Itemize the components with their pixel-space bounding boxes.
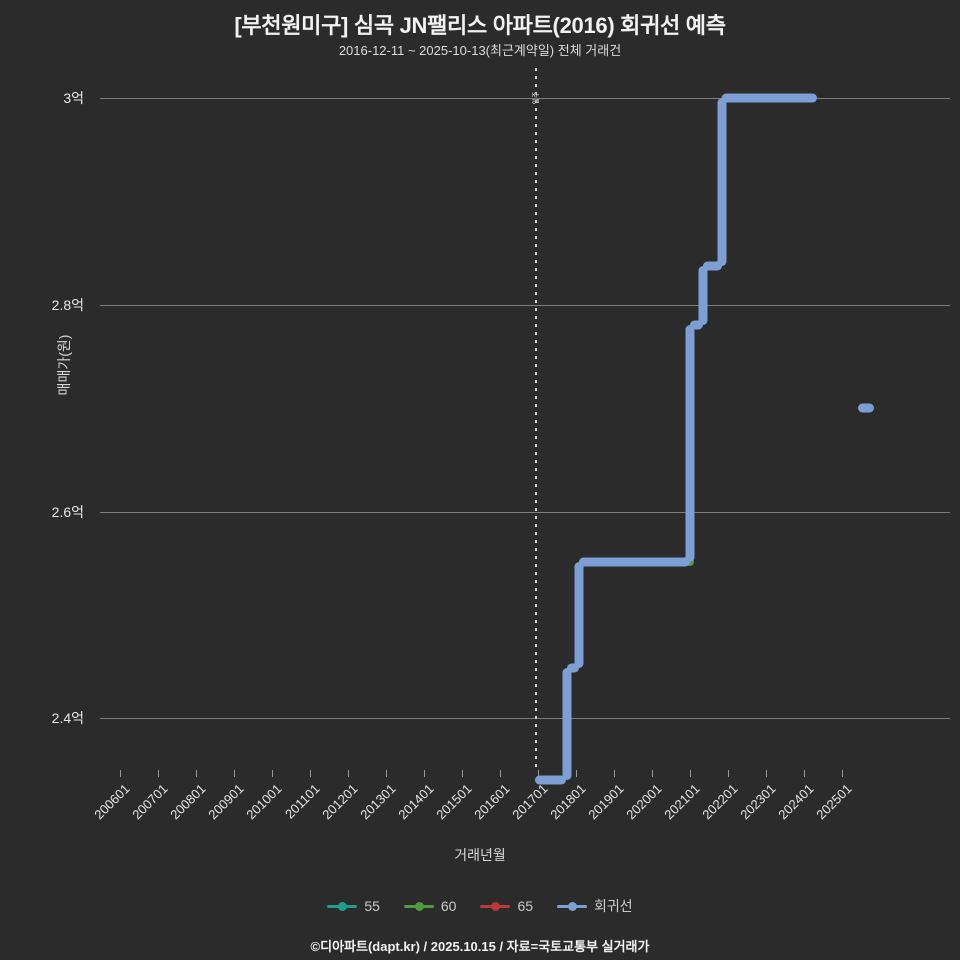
chart-title: [부천원미구] 심곡 JN팰리스 아파트(2016) 회귀선 예측 (234, 13, 726, 38)
chart-subtitle: 2016-12-11 ~ 2025-10-13(최근계약일) 전체 거래건 (338, 43, 622, 58)
x-tick-label: 201801 (547, 781, 589, 823)
chart-legend: 55 60 65 회귀선 (0, 896, 960, 916)
y-tick-label: 2.6억 (51, 504, 84, 520)
gridline (100, 305, 950, 306)
regression-segment (690, 320, 703, 330)
x-tick (690, 770, 691, 777)
legend-item-55[interactable]: 55 (327, 898, 380, 914)
legend-swatch-icon (480, 901, 511, 911)
y-tick-label: 2.4억 (51, 710, 84, 726)
legend-label: 회귀선 (594, 898, 633, 914)
legend-item-65[interactable]: 65 (480, 898, 533, 914)
x-tick-label: 202101 (661, 781, 703, 823)
legend-item-60[interactable]: 60 (403, 898, 457, 914)
x-tick (424, 770, 425, 777)
legend-item-회귀선[interactable]: 회귀선 (557, 896, 633, 916)
regression-segment (698, 266, 708, 326)
legend-label: 65 (517, 898, 534, 914)
regression-segment (579, 557, 690, 567)
legend-swatch-icon (557, 901, 588, 911)
x-tick-label: 202201 (699, 781, 741, 823)
legend-swatch-icon (403, 901, 434, 911)
y-tick-label: 3억 (63, 90, 84, 106)
x-tick (728, 770, 729, 777)
footer-credit: ©디아파트(dapt.kr) / 2025.10.15 / 자료=국토교통부 실… (310, 939, 650, 954)
x-tick (652, 770, 653, 777)
regression-segment (717, 98, 727, 267)
y-axis-title: 매매가(원) (56, 334, 72, 396)
x-tick-label: 201901 (585, 781, 627, 823)
x-tick (500, 770, 501, 777)
x-tick (804, 770, 805, 777)
x-tick (310, 770, 311, 777)
gridline (100, 718, 950, 719)
x-tick-label: 201301 (357, 781, 399, 823)
x-tick-label: 201101 (282, 781, 323, 822)
legend-swatch-icon (327, 901, 358, 911)
x-tick (614, 770, 615, 777)
x-tick-label: 200601 (91, 781, 133, 823)
regression-segment (534, 775, 567, 785)
x-tick (576, 770, 577, 777)
x-tick (766, 770, 767, 777)
x-tick (196, 770, 197, 777)
x-axis-title: 거래년월 (454, 847, 506, 863)
regression-segment (702, 261, 722, 271)
regression-segment (721, 93, 817, 103)
move-in-marker-label: 입주 (532, 91, 540, 105)
x-tick-label: 202501 (813, 781, 855, 823)
regression-segment (566, 663, 580, 673)
x-tick-label: 200801 (167, 781, 209, 823)
x-tick-label: 201001 (243, 781, 285, 823)
x-tick (120, 770, 121, 777)
y-tick-label: 2.8억 (51, 297, 84, 313)
x-tick-label: 201201 (319, 781, 361, 823)
regression-segment (574, 561, 584, 669)
legend-label: 60 (440, 898, 457, 914)
x-tick (234, 770, 235, 777)
x-tick-label: 201401 (395, 781, 437, 823)
gridline (100, 98, 950, 99)
x-tick-label: 202001 (623, 781, 665, 823)
x-tick (272, 770, 273, 777)
x-tick-label: 201701 (509, 781, 551, 823)
x-tick-label: 201601 (471, 781, 513, 823)
x-tick-label: 200701 (129, 781, 171, 823)
legend-label: 55 (364, 898, 380, 914)
x-tick (462, 770, 463, 777)
x-tick-label: 202401 (775, 781, 817, 823)
move-in-marker-line (534, 68, 537, 768)
x-tick (386, 770, 387, 777)
x-tick-label: 201501 (433, 781, 475, 823)
regression-segment (857, 403, 874, 413)
gridline (100, 512, 950, 513)
x-tick (158, 770, 159, 777)
x-tick (538, 770, 539, 777)
data-point-60 (686, 557, 694, 566)
x-tick (842, 770, 843, 777)
x-tick-label: 200901 (205, 781, 247, 823)
regression-segment (685, 325, 695, 562)
x-tick-label: 202301 (737, 781, 779, 823)
x-tick (348, 770, 349, 777)
regression-segment (562, 668, 571, 780)
